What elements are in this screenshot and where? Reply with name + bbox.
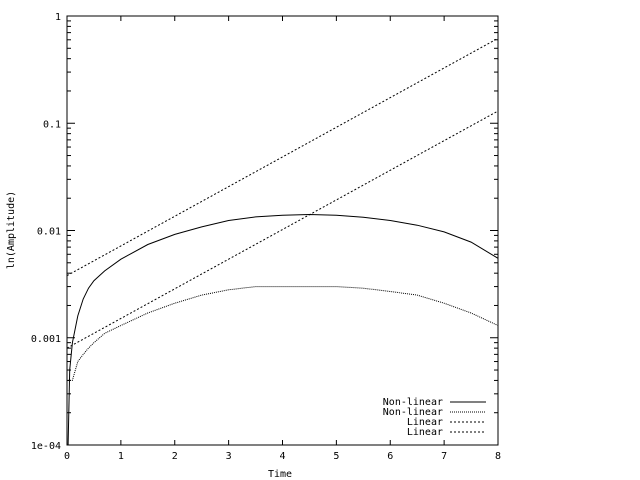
legend-label: Non-linear xyxy=(383,397,443,408)
series-line-4 xyxy=(66,110,499,349)
x-tick-label: 8 xyxy=(495,451,501,462)
y-axis-label: ln(Amplitude) xyxy=(6,191,17,269)
x-tick-label: 3 xyxy=(226,451,232,462)
x-tick-label: 5 xyxy=(333,451,339,462)
series-line-2 xyxy=(68,286,499,381)
x-axis-label: Time xyxy=(268,469,292,480)
x-tick-label: 6 xyxy=(387,451,393,462)
y-tick-label: 1 xyxy=(55,12,61,23)
x-tick-label: 2 xyxy=(172,451,178,462)
plot-frame xyxy=(66,15,499,446)
legend-label: Non-linear xyxy=(383,407,443,418)
x-tick-label: 0 xyxy=(64,451,70,462)
y-axis: 1e-04 0.001 0.01 0.1 1 xyxy=(31,12,498,452)
legend-label: Linear xyxy=(407,417,443,428)
x-tick-label: 7 xyxy=(441,451,447,462)
x-tick-label: 4 xyxy=(279,451,285,462)
series-line-3 xyxy=(66,37,499,277)
y-tick-label: 1e-04 xyxy=(31,441,61,452)
y-tick-label: 0.01 xyxy=(37,227,61,238)
series-line-1 xyxy=(67,213,499,446)
series-lines xyxy=(66,37,499,446)
y-tick-label: 0.001 xyxy=(31,334,61,345)
legend-label: Linear xyxy=(407,427,443,438)
x-axis: 0 1 2 3 4 5 6 7 8 xyxy=(64,16,501,462)
y-tick-label: 0.1 xyxy=(43,119,61,130)
x-tick-label: 1 xyxy=(118,451,124,462)
